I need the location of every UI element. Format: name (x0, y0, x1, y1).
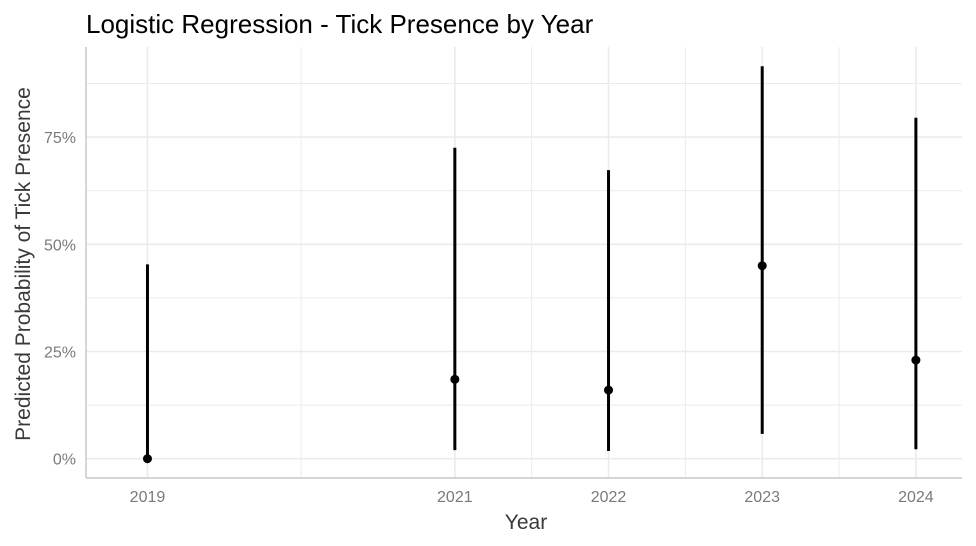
y-tick-label: 25% (44, 344, 76, 361)
y-tick-label: 75% (44, 130, 76, 147)
x-tick-label: 2023 (744, 489, 780, 506)
y-tick-label: 50% (44, 237, 76, 254)
data-marks (142, 66, 921, 464)
data-point (450, 374, 460, 384)
x-tick-label: 2019 (130, 489, 166, 506)
axes (85, 47, 962, 479)
x-tick-label: 2024 (898, 489, 934, 506)
x-axis-title: Year (505, 511, 547, 534)
data-point (604, 385, 614, 395)
data-point (911, 355, 921, 365)
x-tick-label: 2022 (591, 489, 627, 506)
data-point (757, 261, 767, 271)
y-tick-label: 0% (53, 452, 76, 469)
y-axis-title: Predicted Probability of Tick Presence (12, 87, 35, 441)
grid (86, 47, 962, 478)
x-tick-label: 2021 (437, 489, 473, 506)
data-point (142, 454, 152, 464)
tick-labels: 0% 25% 50% 75% 2019 2021 2022 2023 2024 (44, 130, 934, 506)
chart-title: Logistic Regression - Tick Presence by Y… (86, 9, 594, 39)
